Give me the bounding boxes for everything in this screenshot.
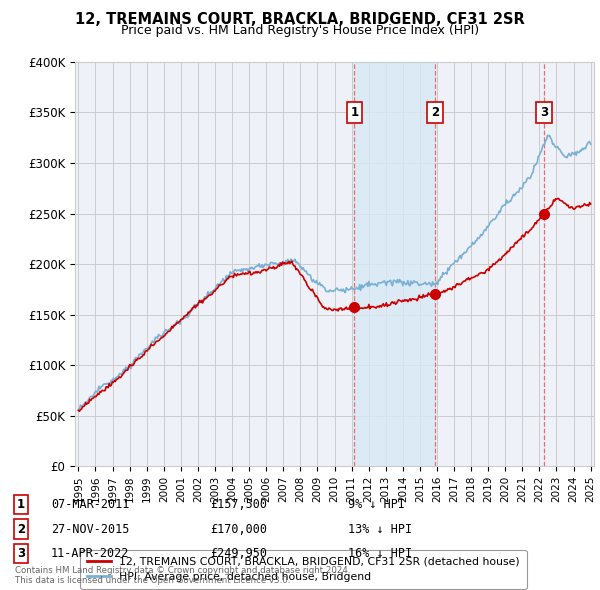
Text: £157,500: £157,500	[210, 498, 267, 511]
Text: 11-APR-2022: 11-APR-2022	[51, 547, 130, 560]
Text: 16% ↓ HPI: 16% ↓ HPI	[348, 547, 412, 560]
Text: 1: 1	[350, 106, 359, 119]
Text: 13% ↓ HPI: 13% ↓ HPI	[348, 523, 412, 536]
Text: 2: 2	[17, 523, 25, 536]
Text: 07-MAR-2011: 07-MAR-2011	[51, 498, 130, 511]
Text: 2: 2	[431, 106, 439, 119]
Text: 12, TREMAINS COURT, BRACKLA, BRIDGEND, CF31 2SR: 12, TREMAINS COURT, BRACKLA, BRIDGEND, C…	[75, 12, 525, 27]
Text: £170,000: £170,000	[210, 523, 267, 536]
Text: £249,950: £249,950	[210, 547, 267, 560]
Text: Price paid vs. HM Land Registry's House Price Index (HPI): Price paid vs. HM Land Registry's House …	[121, 24, 479, 37]
Text: 3: 3	[17, 547, 25, 560]
Text: 27-NOV-2015: 27-NOV-2015	[51, 523, 130, 536]
Bar	[355, 62, 435, 466]
Text: 3: 3	[540, 106, 548, 119]
Legend: 12, TREMAINS COURT, BRACKLA, BRIDGEND, CF31 2SR (detached house), HPI: Average p: 12, TREMAINS COURT, BRACKLA, BRIDGEND, C…	[80, 550, 527, 589]
Text: This data is licensed under the Open Government Licence v3.0.: This data is licensed under the Open Gov…	[15, 576, 290, 585]
Text: 9% ↓ HPI: 9% ↓ HPI	[348, 498, 405, 511]
Text: 1: 1	[17, 498, 25, 511]
Text: Contains HM Land Registry data © Crown copyright and database right 2024.: Contains HM Land Registry data © Crown c…	[15, 566, 350, 575]
